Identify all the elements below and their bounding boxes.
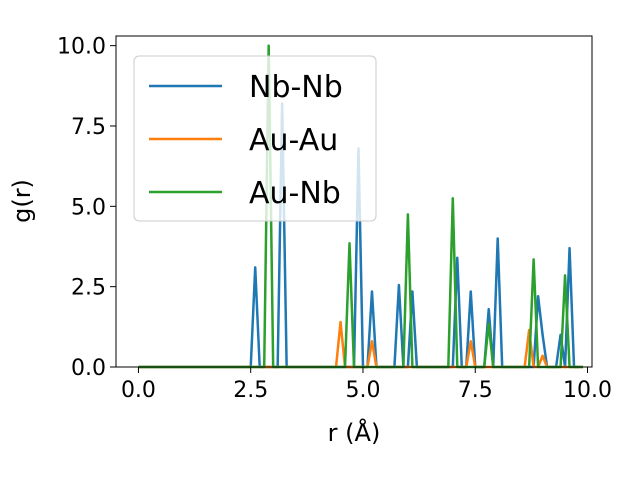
- legend: Nb-Nb Au-Au Au-Nb: [133, 55, 377, 222]
- y-axis-ticks: 0.0 2.5 5.0 7.5 10.0: [57, 35, 116, 381]
- x-axis-label: r (Å): [328, 418, 381, 447]
- y-tick-label: 0.0: [71, 356, 106, 381]
- legend-label-nb-nb: Nb-Nb: [249, 70, 343, 105]
- y-tick-label: 10.0: [57, 35, 106, 60]
- y-axis-label: g(r): [8, 179, 36, 223]
- y-tick-label: 2.5: [71, 276, 106, 301]
- x-axis-ticks: 0.0 2.5 5.0 7.5 10.0: [121, 367, 612, 403]
- x-tick-label: 5.0: [345, 378, 380, 403]
- series-line-au-au: [138, 320, 584, 369]
- x-tick-label: 10.0: [563, 378, 612, 403]
- legend-box: [133, 55, 377, 222]
- y-tick-label: 5.0: [71, 195, 106, 220]
- x-tick-label: 0.0: [121, 378, 156, 403]
- legend-label-au-nb: Au-Nb: [249, 176, 341, 211]
- x-tick-label: 7.5: [458, 378, 493, 403]
- x-tick-label: 2.5: [233, 378, 268, 403]
- plot-frame: [115, 35, 593, 368]
- legend-label-au-au: Au-Au: [249, 123, 338, 158]
- y-tick-label: 7.5: [71, 115, 106, 140]
